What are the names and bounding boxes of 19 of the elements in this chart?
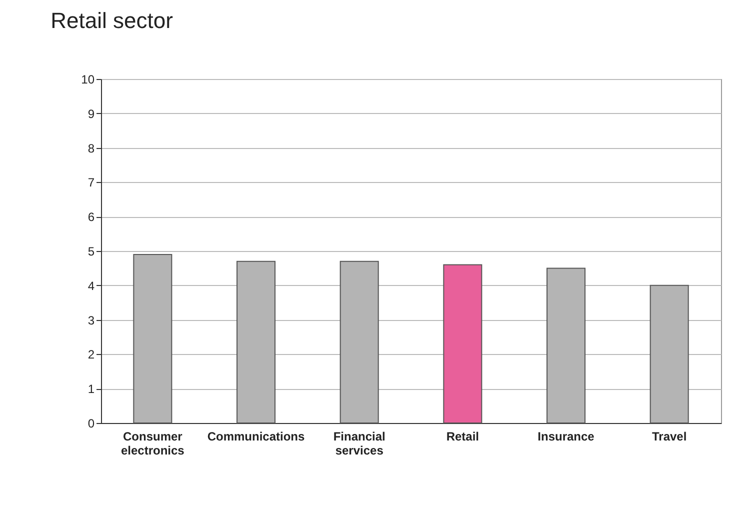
x-tick-label: Retail [446,430,480,444]
y-tick-label: 7 [88,176,95,190]
y-tick-label: 5 [88,244,95,258]
x-tick-label: Travel [652,430,687,444]
y-tick-label: 4 [88,278,95,293]
x-tick-label: Financial services [333,430,386,458]
y-tick-label: 1 [88,382,95,396]
y-tick-label: 10 [81,72,95,86]
x-tick-label: Communications [207,430,305,444]
y-tick-label: 2 [88,348,95,362]
bar [443,264,482,424]
y-tick-label: 3 [88,313,95,328]
x-tick-label: Insurance [538,430,595,444]
y-tick-label: 9 [88,106,95,121]
x-tick-label: Consumer electronics [120,430,185,458]
chart-title: Retail sector [50,8,173,33]
y-tick-label: 0 [88,416,95,430]
y-tick-label: 6 [88,210,95,224]
y-tick-label: 8 [88,141,95,156]
